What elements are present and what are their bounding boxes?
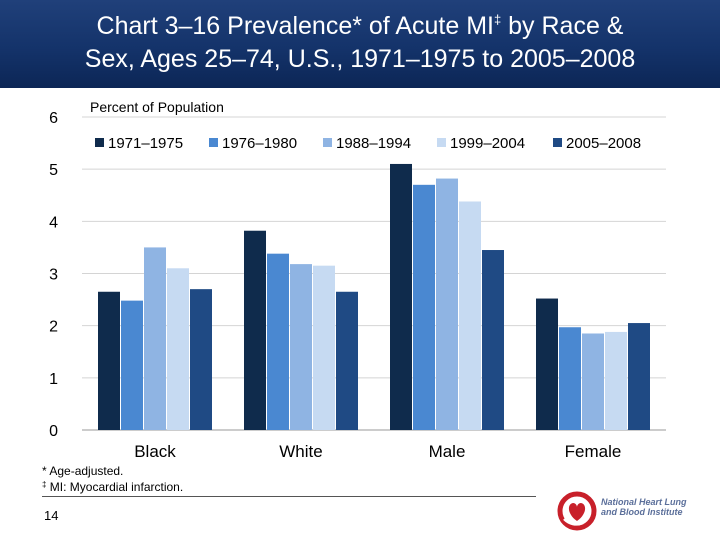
nhlbi-logo: National Heart Lung and Blood Institute [555, 488, 695, 534]
y-tick-label: 5 [49, 162, 58, 179]
y-tick-label: 2 [49, 319, 58, 336]
bar-white-4 [313, 265, 335, 430]
legend-label-3: 1988–1994 [336, 135, 411, 152]
x-category-label: Female [565, 442, 622, 461]
footnote-mi: ‡ MI: Myocardial infarction. [42, 479, 183, 495]
bar-male-5 [482, 250, 504, 430]
bar-female-1 [536, 298, 558, 430]
title-text-a: Chart 3–16 Prevalence* of Acute MI [96, 12, 494, 40]
bar-black-3 [144, 247, 166, 430]
footnote-mi-text: MI: Myocardial infarction. [46, 480, 184, 494]
x-category-label: Male [429, 442, 466, 461]
y-tick-label: 1 [49, 371, 58, 388]
legend-swatch-4 [437, 138, 446, 147]
page-number: 14 [44, 508, 59, 523]
y-axis-label: Percent of Population [90, 99, 224, 115]
legend-label-4: 1999–2004 [450, 135, 525, 152]
legend-swatch-2 [209, 138, 218, 147]
bar-white-5 [336, 291, 358, 430]
bar-female-3 [582, 333, 604, 430]
bar-chart: 0 1 2 3 4 5 6 Percent of Population 1971–1975 197… [49, 99, 666, 461]
x-category-label: Black [134, 442, 176, 461]
footnotes: * Age-adjusted. ‡ MI: Myocardial infarct… [42, 463, 183, 495]
bar-black-5 [190, 289, 212, 430]
legend-label-1: 1971–1975 [108, 135, 183, 152]
bar-male-3 [436, 178, 458, 430]
bar-male-2 [413, 184, 435, 430]
legend-swatch-5 [553, 138, 562, 147]
title-text-b: by Race & [501, 12, 624, 40]
legend-swatch-3 [323, 138, 332, 147]
title-banner: Chart 3–16 Prevalence* of Acute MI‡ by R… [0, 0, 720, 88]
y-tick-label: 3 [49, 267, 58, 284]
x-category-label: White [279, 442, 322, 461]
footer-divider [42, 496, 536, 497]
y-tick-label: 6 [49, 110, 58, 127]
bar-black-4 [167, 268, 189, 430]
legend-label-5: 2005–2008 [566, 135, 641, 152]
legend-label-2: 1976–1980 [222, 135, 297, 152]
bar-female-5 [628, 323, 650, 430]
bar-female-4 [605, 331, 627, 430]
chart-title-line-1: Chart 3–16 Prevalence* of Acute MI‡ by R… [0, 10, 720, 43]
footnote-mi-mark: ‡ [42, 480, 47, 489]
bar-white-3 [290, 264, 312, 430]
y-tick-label: 0 [49, 423, 58, 440]
chart-title-line-2: Sex, Ages 25–74, U.S., 1971–1975 to 2005… [84, 45, 636, 73]
footnote-age-adjusted: * Age-adjusted. [42, 464, 124, 478]
bar-black-1 [98, 291, 120, 430]
legend-swatch-1 [95, 138, 104, 147]
y-tick-label: 4 [49, 214, 58, 231]
bar-black-2 [121, 300, 143, 430]
bar-white-2 [267, 253, 289, 430]
bar-white-1 [244, 230, 266, 430]
nhlbi-logo-text: National Heart Lung and Blood Institute [601, 497, 687, 517]
bar-male-4 [459, 201, 481, 430]
nhlbi-heart-icon [557, 491, 597, 531]
bar-male-1 [390, 163, 412, 430]
bar-female-2 [559, 327, 581, 430]
title-footnote-mark: ‡ [493, 12, 502, 27]
